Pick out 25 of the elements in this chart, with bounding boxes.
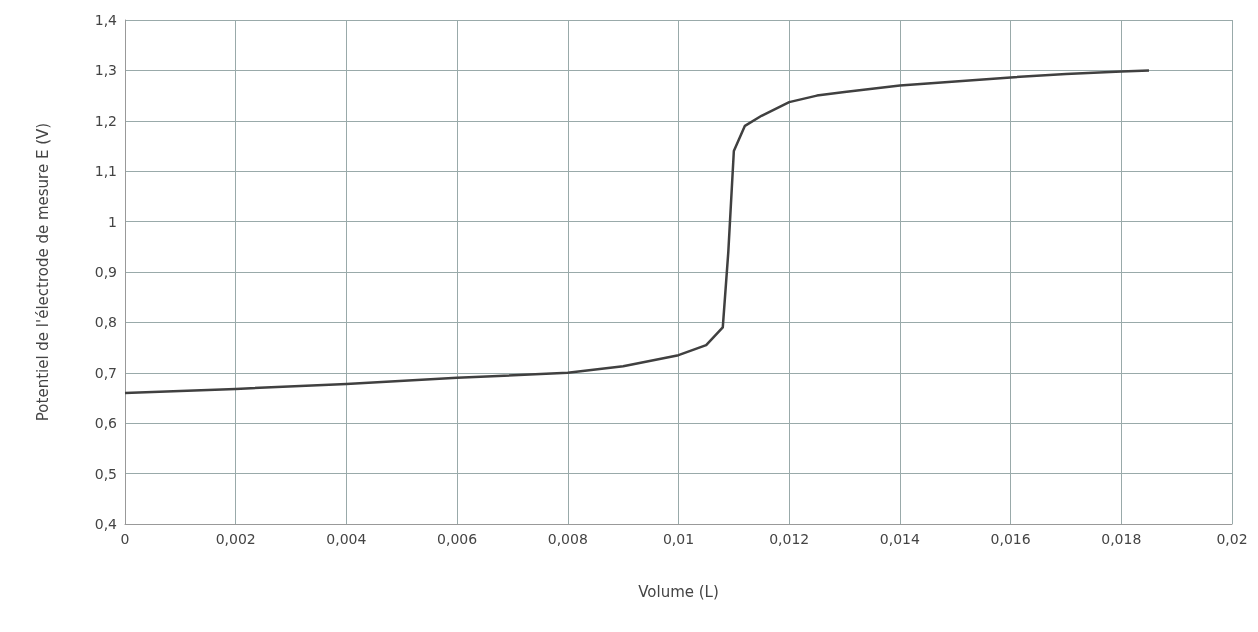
x-tick-label: 0,014 xyxy=(879,531,921,547)
x-tick-label: 0,006 xyxy=(437,531,478,547)
y-tick-label: 1,4 xyxy=(94,12,118,28)
x-tick-label: 0,004 xyxy=(326,531,367,547)
y-tick-label: 0,7 xyxy=(94,364,117,381)
y-tick-label: 0,4 xyxy=(94,516,118,532)
x-axis-title: Volume (L) xyxy=(638,582,719,601)
x-tick-label: 0,02 xyxy=(1216,531,1248,547)
x-tick-label: 0,012 xyxy=(769,531,810,547)
y-tick-label: 1,1 xyxy=(94,163,117,180)
y-tick-label: 0,9 xyxy=(94,264,117,280)
y-tick-label: 0,6 xyxy=(94,415,118,432)
x-tick-label: 0,016 xyxy=(990,531,1031,547)
x-tick-label: 0,018 xyxy=(1101,531,1142,547)
x-tick-label: 0,01 xyxy=(662,531,695,547)
y-tick-label: 0,8 xyxy=(94,314,117,331)
x-tick-label: 0,002 xyxy=(215,531,256,547)
line-series xyxy=(123,69,1151,395)
y-tick-label: 0,5 xyxy=(94,465,117,482)
y-tick-label: 1 xyxy=(108,213,117,230)
x-tick-label: 0,008 xyxy=(547,531,588,547)
y-axis-title: Potentiel de l'électrode de mesure E (V) xyxy=(33,122,52,422)
x-tick-label: 0 xyxy=(120,531,130,547)
y-tick-label: 1,3 xyxy=(94,62,117,79)
y-tick-label: 1,2 xyxy=(94,112,117,129)
